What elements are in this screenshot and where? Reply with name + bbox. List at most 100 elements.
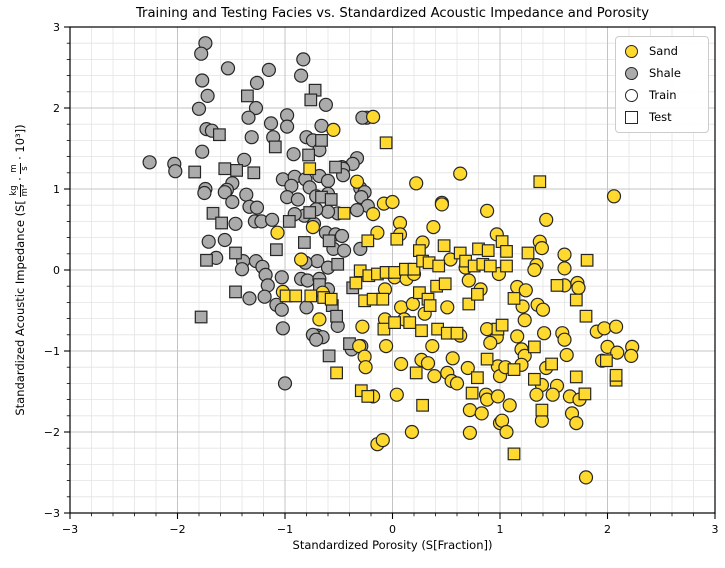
data-point-sand-train (480, 203, 495, 218)
x-tick-label: 3 (712, 523, 719, 536)
data-point-sand-train (539, 212, 554, 227)
data-point-shale-test (298, 236, 311, 249)
data-point-sand-test (609, 368, 623, 382)
data-point-sand-test (416, 398, 429, 412)
data-point-shale-train (194, 46, 209, 61)
data-point-sand-train (440, 300, 455, 315)
data-point-shale-train (234, 262, 250, 277)
y-tick-label: 0 (53, 264, 60, 277)
data-point-sand-test (432, 259, 446, 273)
data-point-sand-test (507, 363, 521, 376)
data-point-shale-test (194, 310, 208, 324)
data-point-sand-train (453, 166, 468, 181)
x-tick-label: −3 (62, 523, 78, 536)
y-axis-unit-fraction-m-s: m s (9, 162, 30, 175)
data-point-shale-train (263, 116, 279, 131)
data-point-shale-test (268, 140, 282, 154)
data-point-shale-train (261, 62, 276, 78)
y-axis-unit-dot: · (13, 177, 27, 181)
data-point-shale-test (324, 193, 338, 206)
data-point-sand-train (518, 283, 533, 298)
data-point-sand-test (409, 366, 423, 380)
data-point-sand-test (579, 309, 593, 323)
data-point-sand-test (289, 289, 303, 303)
data-point-sand-train (502, 398, 517, 413)
data-point-shale-train (168, 164, 183, 179)
data-point-shale-train (299, 300, 314, 315)
data-point-sand-train (474, 406, 489, 421)
data-point-shale-train (242, 291, 257, 306)
data-point-sand-test (578, 387, 592, 401)
data-point-shale-test (241, 89, 254, 103)
data-point-sand-train (461, 273, 476, 288)
data-point-sand-train (462, 425, 477, 440)
data-point-sand-train (385, 194, 400, 210)
data-point-shale-test (322, 234, 336, 248)
data-point-shale-train (197, 185, 212, 201)
data-point-sand-train (305, 220, 320, 235)
data-point-sand-train (405, 296, 420, 312)
data-point-sand-test (507, 292, 521, 305)
legend-item-sand: Sand (625, 45, 699, 58)
data-point-shale-train (318, 97, 333, 112)
data-point-sand-test (450, 326, 464, 340)
data-point-shale-test (322, 349, 336, 363)
data-point-sand-train (534, 241, 550, 256)
data-point-shale-test (315, 134, 328, 147)
data-point-sand-train (559, 347, 574, 363)
data-point-sand-train (571, 280, 586, 295)
data-point-sand-train (569, 416, 584, 431)
data-point-shale-test (331, 257, 345, 271)
y-tick-label: 1 (53, 183, 60, 196)
legend-item-train: Train (625, 89, 699, 102)
data-point-shale-train (277, 376, 293, 391)
data-point-sand-train (462, 403, 477, 418)
data-point-sand-test (407, 262, 421, 276)
data-point-sand-train (349, 174, 365, 189)
data-point-sand-test (437, 239, 451, 253)
data-point-sand-train (490, 389, 505, 404)
data-point-sand-test (545, 357, 558, 371)
data-point-sand-train (389, 387, 404, 402)
data-point-shale-train (217, 232, 232, 248)
data-point-shale-test (230, 164, 244, 177)
data-point-shale-train (334, 228, 350, 244)
data-point-sand-test (415, 324, 428, 338)
data-point-sand-test (413, 286, 426, 300)
data-point-shale-train (337, 243, 352, 258)
y-tick-label: 3 (53, 21, 60, 34)
data-point-shale-test (247, 166, 261, 180)
data-point-sand-test (527, 340, 541, 354)
data-point-sand-test (388, 266, 401, 279)
data-point-sand-train (358, 360, 373, 375)
data-point-shale-train (275, 321, 290, 336)
x-tick-label: −1 (277, 523, 293, 536)
y-axis-label: Standardized Acoustic Impedance (S[ kg m… (8, 70, 32, 470)
data-point-sand-train (529, 387, 544, 402)
data-point-shale-train (200, 88, 215, 104)
data-point-shale-train (228, 216, 243, 231)
data-point-sand-train (606, 189, 622, 204)
data-point-sand-test (303, 162, 317, 176)
data-point-shale-test (303, 206, 317, 219)
data-point-shale-train (201, 234, 216, 249)
data-point-shale-test (330, 309, 343, 323)
data-point-sand-train (545, 387, 560, 402)
y-tick-label: 2 (53, 102, 60, 115)
data-point-shale-train (241, 110, 256, 125)
data-point-sand-test (390, 232, 404, 246)
data-point-sand-train (379, 339, 394, 354)
legend-item-test: Test (625, 111, 699, 124)
data-point-sand-test (377, 322, 391, 336)
data-point-shale-test (213, 128, 226, 142)
data-point-shale-test (215, 216, 229, 230)
data-point-sand-train (375, 433, 390, 448)
data-point-sand-test (535, 403, 549, 417)
data-point-sand-test (361, 390, 375, 403)
data-point-shale-test (304, 93, 318, 107)
data-point-sand-test (471, 371, 484, 385)
data-point-sand-test (500, 259, 513, 273)
data-point-sand-train (434, 197, 449, 212)
data-point-sand-train (483, 335, 498, 350)
